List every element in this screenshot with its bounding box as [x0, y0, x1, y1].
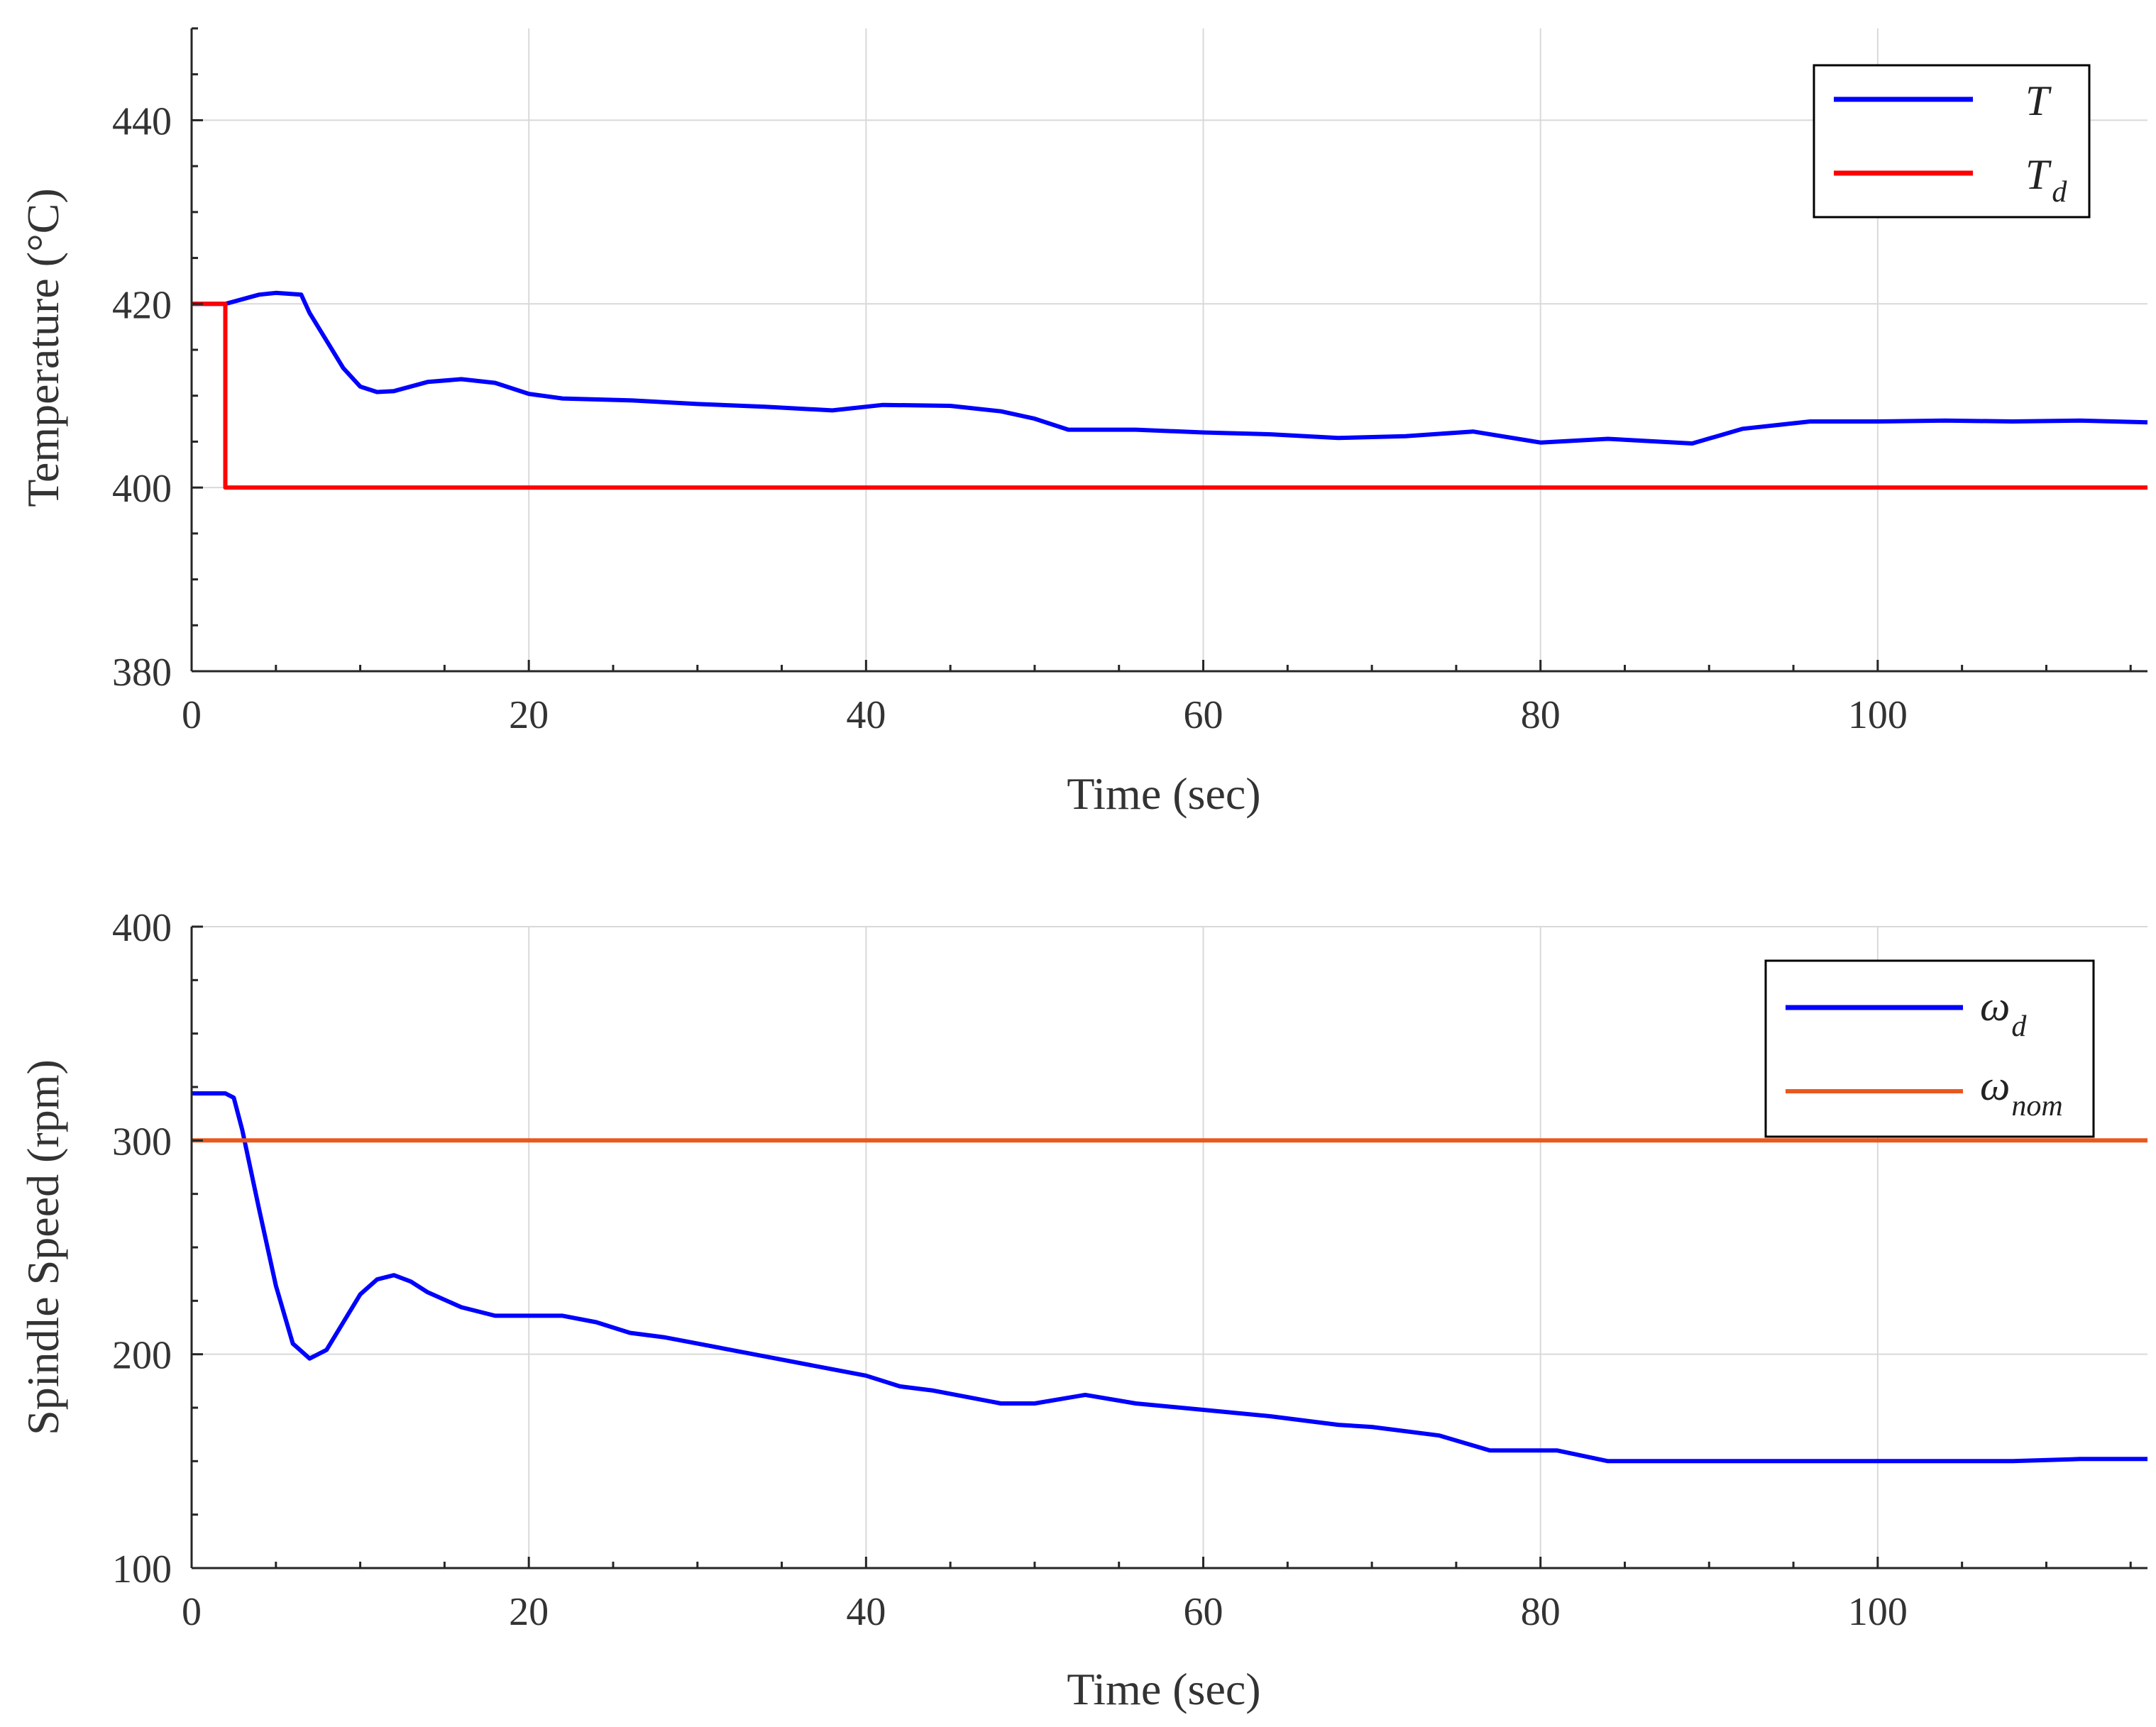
legend-label-omega-d-main: ω: [1980, 983, 2010, 1030]
temperature-series-primary-line: [192, 290, 2148, 446]
legend-label-omega-nom-sub: nom: [2011, 1090, 2062, 1122]
spindle-speed-y-axis-label: Spindle Speed (rpm): [18, 1059, 68, 1435]
spindle-speed-x-ticks: 0 20 40 60 80 100: [182, 1590, 1908, 1634]
spindle-speed-x-tick-label-3: 60: [1184, 1590, 1223, 1634]
spindle-speed-axes: [190, 925, 2147, 1569]
spindle-speed-series: [192, 1091, 2147, 1464]
legend-label-td-sub: d: [2052, 176, 2067, 209]
temperature-series: [192, 290, 2148, 490]
legend-label-td-main: T: [2025, 151, 2052, 198]
temperature-chart: 0 20 40 60 80 100 380 400 420 440 Time (sec) Tem…: [18, 27, 2148, 819]
spindle-speed-legend-box: [1764, 959, 2095, 1138]
temperature-legend: T Td: [1813, 64, 2091, 219]
temperature-x-ticks: 0 20 40 60 80 100: [182, 693, 1908, 737]
spindle-speed-x-tick-label-4: 80: [1521, 1590, 1561, 1634]
legend-label-td: Td: [2025, 151, 2067, 209]
temperature-x-tick-label-2: 40: [846, 693, 886, 737]
spindle-speed-y-tick-label-1: 200: [112, 1334, 172, 1378]
temperature-x-tick-label-4: 80: [1521, 693, 1561, 737]
legend-label-omega-nom: ωnom: [1980, 1062, 2063, 1122]
spindle-speed-legend: ωd ωnom: [1764, 959, 2095, 1138]
spindle-speed-x-tick-label-0: 0: [182, 1590, 202, 1634]
temperature-y-axis-label: Temperature (°C): [18, 188, 68, 507]
temperature-y-tick-label-3: 440: [112, 99, 172, 143]
temperature-x-tick-label-0: 0: [182, 693, 202, 737]
spindle-speed-y-tick-label-0: 100: [112, 1547, 172, 1591]
legend-label-t: T: [2025, 77, 2052, 124]
temperature-x-tick-label-5: 100: [1848, 693, 1908, 737]
spindle-speed-series-primary-line: [192, 1091, 2147, 1464]
spindle-speed-y-ticks: 100 200 300 400: [112, 906, 172, 1591]
spindle-speed-chart: 0 20 40 60 80 100 100 200 300 400 Time (sec) Spi…: [18, 906, 2147, 1714]
legend-label-omega-nom-main: ω: [1980, 1062, 2010, 1109]
temperature-y-tick-label-1: 400: [112, 467, 172, 511]
spindle-speed-x-axis-label: Time (sec): [1067, 1664, 1260, 1714]
spindle-speed-y-tick-label-3: 400: [112, 906, 172, 950]
temperature-x-tick-label-1: 20: [509, 693, 549, 737]
spindle-speed-x-tick-label-1: 20: [509, 1590, 549, 1634]
temperature-y-tick-label-2: 420: [112, 283, 172, 327]
temperature-y-ticks: 380 400 420 440: [112, 99, 172, 695]
spindle-speed-x-tick-label-2: 40: [846, 1590, 886, 1634]
temperature-x-tick-label-3: 60: [1184, 693, 1223, 737]
temperature-x-axis-label: Time (sec): [1067, 768, 1260, 819]
legend-label-omega-d-sub: d: [2011, 1010, 2027, 1043]
spindle-speed-y-tick-label-2: 300: [112, 1120, 172, 1164]
legend-label-omega-d: ωd: [1980, 983, 2027, 1043]
spindle-speed-x-tick-label-5: 100: [1848, 1590, 1908, 1634]
legend-label-t-main: T: [2025, 77, 2052, 124]
temperature-legend-box: [1813, 64, 2091, 219]
temperature-axes: [190, 27, 2147, 673]
temperature-y-tick-label-0: 380: [112, 651, 172, 695]
temperature-series-reference-line: [192, 302, 2147, 490]
